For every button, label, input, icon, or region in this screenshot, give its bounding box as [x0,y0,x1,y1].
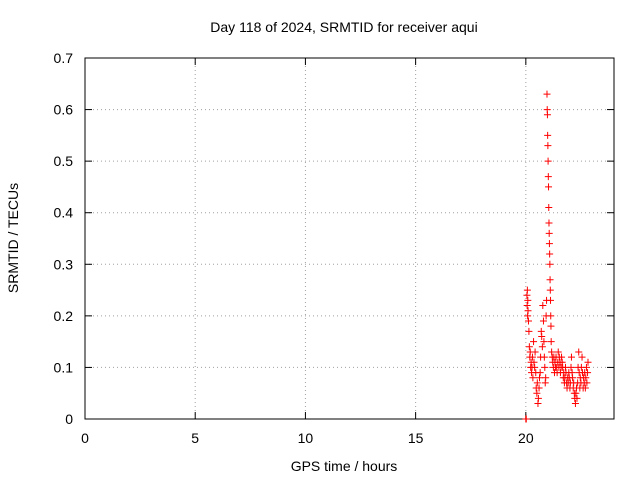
data-point [567,363,575,371]
data-point [522,415,530,423]
data-point [533,389,541,397]
data-point [573,394,581,402]
data-point [545,229,553,237]
data-point [523,302,531,310]
x-tick-label: 5 [191,430,199,446]
data-point [533,379,541,387]
data-point [545,183,553,191]
grid-lines [85,58,614,419]
data-point [578,353,586,361]
data-points [522,90,592,423]
data-point [530,338,538,346]
axis-ticks: 0 0.1 0.2 0.3 0.4 0.5 0.6 0.7 0 5 10 15 20 [54,50,614,446]
y-tick-label: 0.1 [54,359,74,375]
data-point [583,379,591,387]
y-tick-label: 0 [65,411,73,427]
data-point [544,131,552,139]
data-point [523,286,531,294]
y-tick-label: 0.2 [54,308,74,324]
data-point [525,343,533,351]
data-point [571,400,579,408]
x-axis-label: GPS time / hours [291,458,398,474]
data-point [524,307,532,315]
data-point [539,317,547,325]
x-tick-label: 15 [408,430,424,446]
x-tick-label: 10 [298,430,314,446]
data-point [569,374,577,382]
data-point [545,219,553,227]
data-point [547,322,555,330]
y-tick-label: 0.5 [54,153,74,169]
data-point [524,317,532,325]
data-point [584,358,592,366]
data-point [581,384,589,392]
data-point [567,353,575,361]
chart-title: Day 118 of 2024, SRMTID for receiver aqu… [210,19,477,35]
y-axis-label: SRMTID / TECUs [5,183,21,293]
data-point [546,276,554,284]
data-point [544,173,552,181]
data-point [531,363,539,371]
data-point [575,348,583,356]
data-point [543,90,551,98]
data-point [546,260,554,268]
data-point [538,332,546,340]
data-point [544,157,552,165]
data-point [582,363,590,371]
data-point [530,358,538,366]
data-point [535,384,543,392]
data-point [534,394,542,402]
data-point [547,338,555,346]
plot-frame [84,57,615,420]
data-point [547,296,555,304]
data-point [524,296,532,304]
data-point [582,374,590,382]
y-tick-label: 0.3 [54,256,74,272]
data-point [545,240,553,248]
y-tick-label: 0.6 [54,102,74,118]
data-point [554,348,562,356]
data-point [542,374,550,382]
data-point [558,353,566,361]
data-point [540,338,548,346]
data-point [572,389,580,397]
data-point [531,348,539,356]
data-point [547,312,555,320]
data-point [529,374,537,382]
x-tick-label: 0 [81,430,89,446]
data-point [528,353,536,361]
y-tick-label: 0.7 [54,50,74,66]
data-point [545,204,553,212]
data-point [535,374,543,382]
data-point [548,348,556,356]
data-point [540,353,548,361]
data-point [525,327,533,335]
data-point [546,250,554,258]
data-point [536,369,544,377]
data-point [584,369,592,377]
data-point [538,343,546,351]
data-point [546,286,554,294]
data-point [539,302,547,310]
data-point [541,363,549,371]
data-point [544,142,552,150]
y-tick-label: 0.4 [54,205,74,221]
x-tick-label: 20 [518,430,534,446]
data-point [543,111,551,119]
